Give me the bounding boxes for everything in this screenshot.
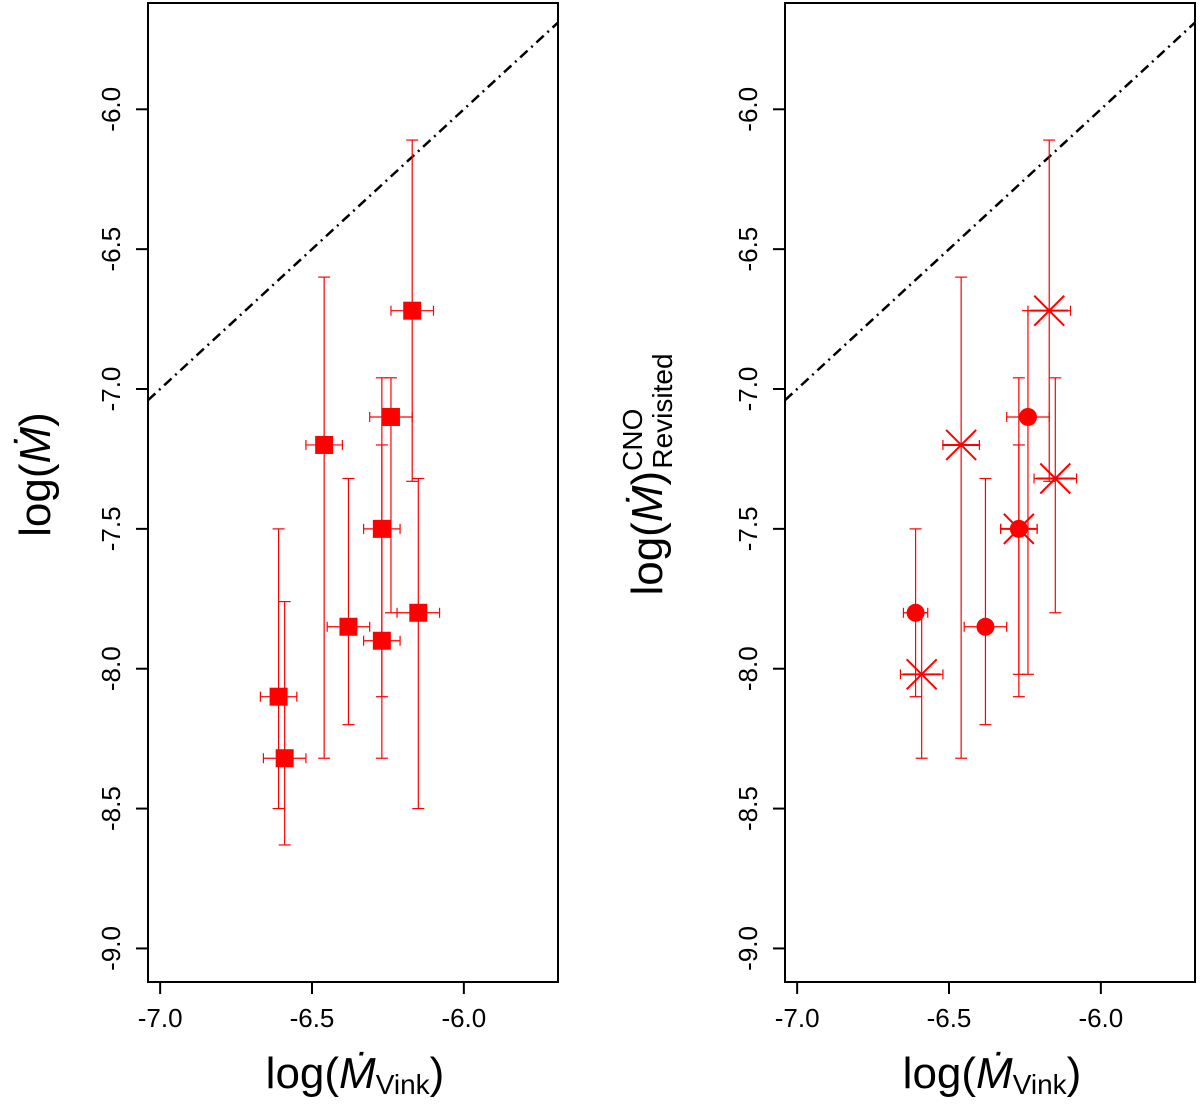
x-axis-title-symbol: Ṁ xyxy=(976,1049,1013,1098)
x-tick-label: -6.5 xyxy=(927,1003,972,1033)
data-point-square xyxy=(339,617,358,636)
y-axis-title-base: log( xyxy=(623,522,672,596)
data-point-circle xyxy=(1009,519,1028,538)
data-point-asterisk xyxy=(1036,462,1075,495)
data-point-asterisk xyxy=(1030,294,1069,327)
y-axis-title-sup: CNO xyxy=(617,409,648,471)
y-tick-label: -8.0 xyxy=(733,646,763,691)
y-tick-label: -7.5 xyxy=(96,506,126,551)
data-point-square xyxy=(372,631,391,650)
plot-frame xyxy=(147,2,559,983)
x-axis-title: log(ṀVink) xyxy=(266,1049,445,1100)
x-axis-title-symbol: Ṁ xyxy=(339,1049,376,1098)
x-tick-label: -6.5 xyxy=(290,1003,335,1033)
data-point-circle xyxy=(906,603,925,622)
x-axis-title-base: log( xyxy=(903,1049,977,1098)
y-tick-label: -9.0 xyxy=(733,926,763,971)
x-axis-title-sub: Vink xyxy=(1013,1069,1068,1100)
y-axis-title-sub: Revisited xyxy=(647,353,678,468)
data-point-asterisk xyxy=(902,658,941,691)
y-axis-title-symbol: Ṁ xyxy=(623,485,672,522)
reference-line xyxy=(784,21,1196,402)
data-point-square xyxy=(409,603,428,622)
y-axis-title-close: ) xyxy=(623,471,672,486)
y-axis-title-symbol: Ṁ xyxy=(11,426,60,463)
y-tick-label: -8.5 xyxy=(96,786,126,831)
y-tick-label: -6.0 xyxy=(96,87,126,132)
x-axis-title-close: ) xyxy=(1067,1049,1082,1098)
x-axis-title-base: log( xyxy=(266,1049,340,1098)
data-point-asterisk xyxy=(942,429,981,461)
x-tick-label: -7.0 xyxy=(138,1003,183,1033)
y-tick-label: -8.5 xyxy=(733,786,763,831)
x-axis-title-sub: Vink xyxy=(376,1069,431,1100)
left-panel: -7.0 -6.5 -6.0 -9.0 -8.5 -8.0 -7.5 -7.0 -6.5 -6.0… xyxy=(11,2,559,1100)
x-axis-title: log(ṀVink) xyxy=(903,1049,1082,1100)
y-tick-label: -8.0 xyxy=(96,646,126,691)
y-axis-title: log(Ṁ)CNORevisited xyxy=(617,353,678,595)
y-axis-title: log(Ṁ) xyxy=(11,412,60,537)
y-tick-label: -9.0 xyxy=(96,926,126,971)
data-point-square xyxy=(381,407,400,426)
data-point-square xyxy=(275,749,294,768)
y-axis-title-base: log( xyxy=(11,463,60,537)
y-tick-label: -6.5 xyxy=(733,227,763,272)
right-panel: -7.0 -6.5 -6.0 -9.0 -8.5 -8.0 -7.5 -7.0 -6.5 -6.0… xyxy=(617,2,1196,1100)
data-point-square xyxy=(269,687,288,706)
y-tick-label: -7.0 xyxy=(96,367,126,412)
plot-frame xyxy=(784,2,1196,983)
data-point-circle xyxy=(1018,407,1037,426)
data-point-square xyxy=(403,301,422,320)
y-tick-label: -7.0 xyxy=(733,367,763,412)
x-axis-title-close: ) xyxy=(430,1049,445,1098)
y-axis-title-close: ) xyxy=(11,412,60,427)
data-point-square xyxy=(315,435,334,454)
y-tick-label: -6.0 xyxy=(733,87,763,132)
data-point-circle xyxy=(976,617,995,636)
y-tick-label: -6.5 xyxy=(96,227,126,272)
y-tick-label: -7.5 xyxy=(733,506,763,551)
x-tick-label: -6.0 xyxy=(441,1003,486,1033)
reference-line xyxy=(147,21,559,402)
x-tick-label: -6.0 xyxy=(1078,1003,1123,1033)
x-tick-label: -7.0 xyxy=(775,1003,820,1033)
